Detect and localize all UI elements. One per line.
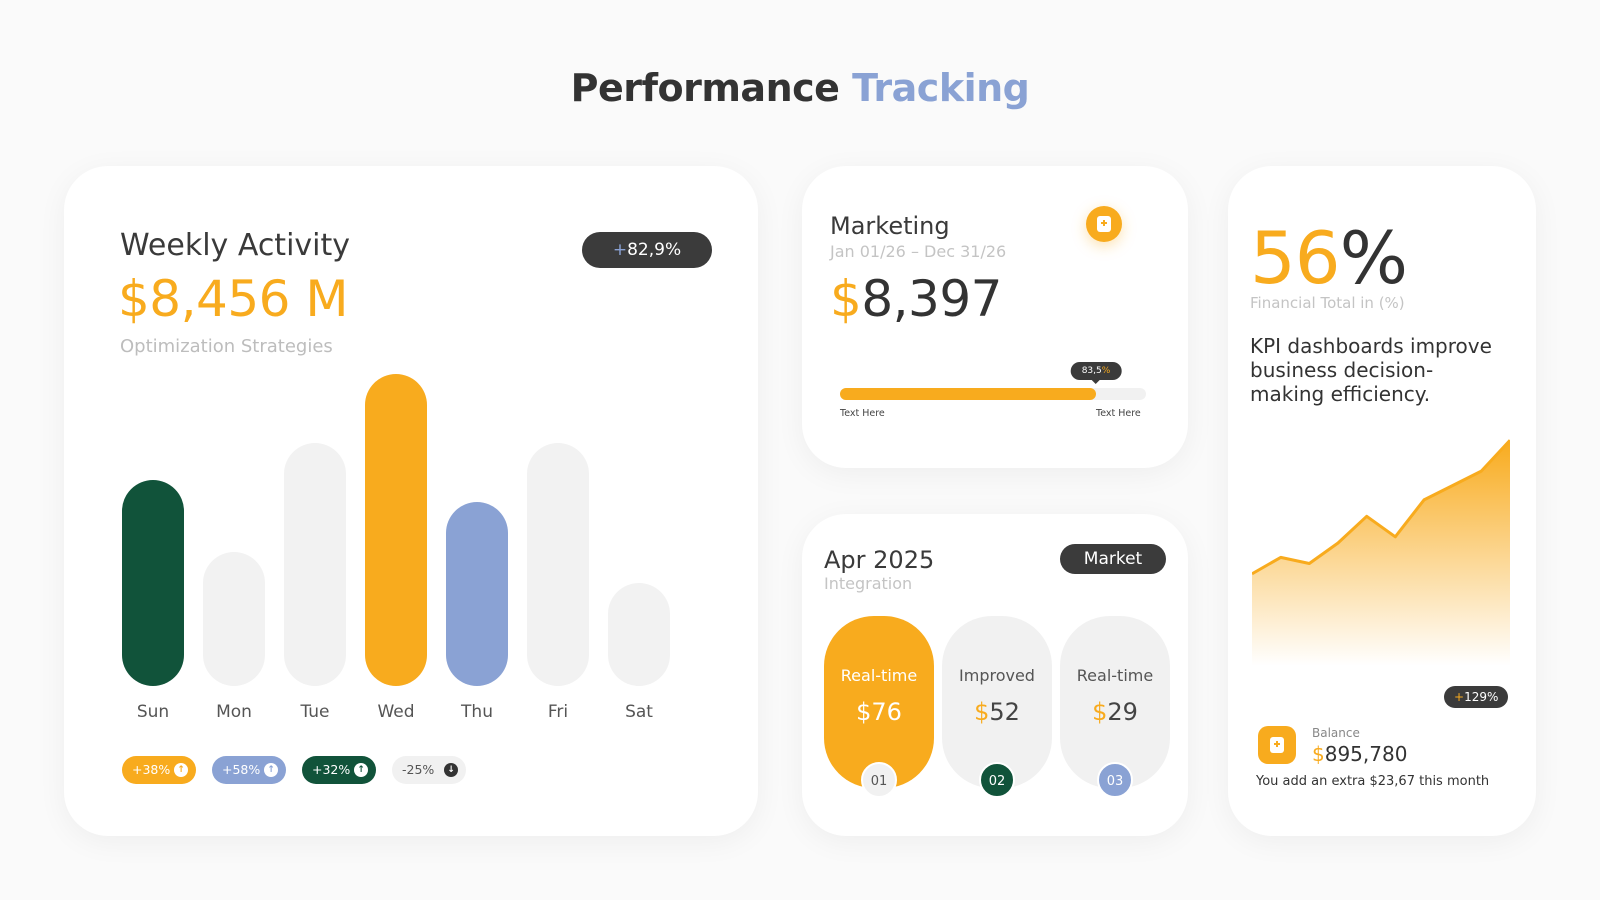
bar-sat — [608, 583, 670, 686]
tile-number-badge: 01 — [861, 762, 897, 798]
marketing-card: Marketing Jan 01/26 – Dec 31/26 $8,397 8… — [802, 166, 1188, 468]
integration-tile-03[interactable]: Real-time $29 — [1060, 616, 1170, 788]
market-button[interactable]: Market — [1060, 544, 1166, 574]
marketing-currency: $ — [830, 270, 862, 328]
kpi-trend-chart — [1252, 439, 1510, 666]
progress-label-left: Text Here — [840, 408, 885, 419]
day-label-fri: Fri — [547, 702, 569, 722]
kpi-growth-badge: +129% — [1444, 686, 1509, 708]
tile-label: Real-time — [1076, 666, 1154, 685]
stat-pill-2: +58% ↑ — [212, 756, 286, 784]
weekly-change-badge: +82,9% — [582, 232, 712, 268]
day-label-mon: Mon — [216, 702, 252, 722]
tile-currency: $ — [856, 698, 872, 726]
balance-amount: 895,780 — [1324, 742, 1408, 766]
bar-mon — [203, 552, 265, 686]
bar-fri — [527, 443, 589, 686]
stat-pill-label: -25% — [402, 762, 435, 777]
kpi-percentage: 56% — [1250, 216, 1408, 300]
marketing-progress-track — [840, 388, 1146, 400]
page-title: Performance Tracking — [0, 66, 1600, 110]
marketing-amount: $8,397 — [830, 270, 1002, 328]
integration-tile-01[interactable]: Real-time $76 — [824, 616, 934, 788]
kpi-growth-value: 129% — [1464, 690, 1499, 704]
kpi-percentage-number: 56 — [1250, 216, 1341, 300]
tile-label: Improved — [959, 666, 1035, 685]
kpi-card: 56% Financial Total in (%) KPI dashboard… — [1228, 166, 1536, 836]
progress-label-right: Text Here — [1096, 408, 1141, 419]
day-label-tue: Tue — [300, 702, 330, 722]
kpi-percentage-sign: % — [1339, 216, 1408, 300]
tile-value: $52 — [942, 698, 1052, 726]
tile-amount: 52 — [989, 698, 1020, 726]
marketing-progress-tooltip: 83,5% — [1070, 362, 1122, 384]
kpi-trend-area — [1252, 440, 1510, 666]
page-title-accent: Tracking — [852, 66, 1030, 110]
arrow-up-icon: ↑ — [264, 763, 278, 777]
integration-subtitle: Integration — [824, 574, 913, 593]
balance-label: Balance — [1312, 726, 1360, 740]
weekly-bar-chart: Sun Mon Tue Wed Thu Fri Sat — [122, 366, 682, 866]
kpi-trend-line — [1252, 439, 1510, 576]
bar-sun — [122, 480, 184, 686]
tile-amount: 76 — [871, 698, 902, 726]
document-add-icon — [1097, 216, 1111, 232]
stat-pill-label: +32% — [312, 762, 351, 777]
tile-value: $29 — [1060, 698, 1170, 726]
balance-currency: $ — [1312, 742, 1325, 766]
tile-number-badge: 02 — [979, 762, 1015, 798]
page-title-main: Performance — [570, 66, 840, 110]
marketing-progress-fill — [840, 388, 1096, 400]
marketing-dates: Jan 01/26 – Dec 31/26 — [830, 242, 1007, 261]
stat-pill-1: +38% ↑ — [122, 756, 196, 784]
bar-wed — [365, 374, 427, 686]
marketing-progress-pct-sign: % — [1101, 366, 1111, 376]
tile-currency: $ — [1092, 698, 1108, 726]
weekly-activity-subtitle: Optimization Strategies — [120, 336, 333, 357]
stat-pill-label: +58% — [222, 762, 261, 777]
stat-pill-label: +38% — [132, 762, 171, 777]
tile-value: $76 — [824, 698, 934, 726]
integration-title: Apr 2025 — [824, 546, 935, 574]
day-label-sun: Sun — [136, 702, 170, 722]
bar-tue — [284, 443, 346, 686]
stat-pill-4: -25% ↓ — [392, 756, 466, 784]
tile-currency: $ — [974, 698, 990, 726]
day-label-sat: Sat — [625, 702, 653, 722]
tile-number-badge: 03 — [1097, 762, 1133, 798]
kpi-description: KPI dashboards improve business decision… — [1250, 334, 1492, 406]
balance-note: You add an extra $23,67 this month — [1256, 774, 1490, 789]
marketing-amount-value: 8,397 — [861, 270, 1002, 328]
balance-document-button[interactable] — [1258, 726, 1296, 764]
arrow-down-icon: ↓ — [444, 763, 458, 777]
integration-card: Apr 2025 Integration Market Real-time $76… — [802, 514, 1188, 836]
marketing-title: Marketing — [830, 212, 950, 240]
stat-pill-3: +32% ↑ — [302, 756, 376, 784]
day-label-wed: Wed — [377, 702, 415, 722]
bar-thu — [446, 502, 508, 686]
weekly-change-value: 82,9% — [627, 240, 682, 260]
integration-tile-02[interactable]: Improved $52 — [942, 616, 1052, 788]
marketing-document-button[interactable] — [1086, 206, 1122, 242]
document-add-icon — [1270, 737, 1284, 753]
arrow-up-icon: ↑ — [174, 763, 188, 777]
arrow-up-icon: ↑ — [354, 763, 368, 777]
day-label-thu: Thu — [461, 702, 493, 722]
tile-label: Real-time — [840, 666, 918, 685]
weekly-change-sign: + — [612, 240, 628, 260]
tile-amount: 29 — [1107, 698, 1138, 726]
weekly-activity-value: $8,456 M — [118, 270, 348, 328]
kpi-financial-label: Financial Total in (%) — [1250, 294, 1405, 312]
kpi-growth-sign: + — [1454, 690, 1465, 704]
balance-value: $895,780 — [1312, 742, 1407, 766]
weekly-activity-title: Weekly Activity — [120, 228, 351, 263]
marketing-progress-value: 83,5 — [1081, 366, 1102, 376]
weekly-activity-card: Weekly Activity $8,456 M Optimization St… — [64, 166, 758, 836]
